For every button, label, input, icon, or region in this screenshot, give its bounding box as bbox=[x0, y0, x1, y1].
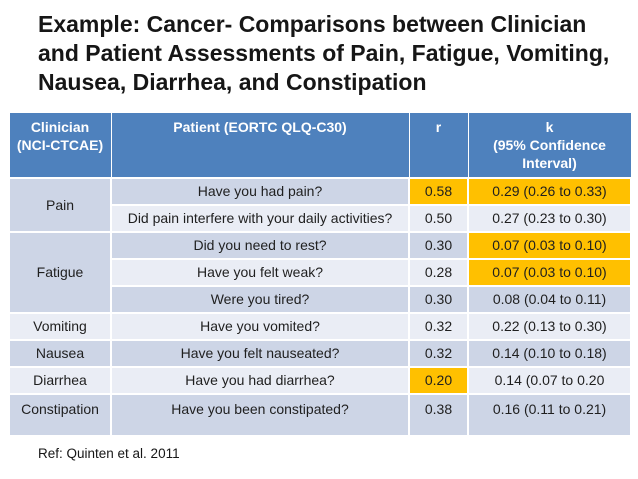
table-row: Have you felt weak? 0.28 0.07 (0.03 to 0.1… bbox=[9, 257, 632, 287]
question-cell: Have you felt nauseated? bbox=[110, 338, 410, 368]
question-cell: Have you been constipated? bbox=[110, 392, 410, 437]
r-value-cell: 0.32 bbox=[408, 311, 469, 341]
k-value-cell: 0.22 (0.13 to 0.30) bbox=[467, 311, 632, 341]
question-cell: Were you tired? bbox=[110, 284, 410, 314]
r-value-cell: 0.58 bbox=[408, 176, 469, 206]
table-row: Did pain interfere with your daily activ… bbox=[9, 203, 632, 233]
k-value-cell: 0.07 (0.03 to 0.10) bbox=[467, 230, 632, 260]
table-row: Nausea Have you felt nauseated? 0.32 0.14 (… bbox=[8, 338, 632, 368]
clinician-cell: Constipation bbox=[8, 392, 112, 437]
question-cell: Did you need to rest? bbox=[110, 230, 410, 260]
r-value-cell: 0.20 bbox=[408, 365, 469, 395]
reference-text: Ref: Quinten et al. 2011 bbox=[38, 446, 180, 461]
k-value-cell: 0.08 (0.04 to 0.11) bbox=[467, 284, 632, 314]
comparison-table: Clinician (NCI-CTCAE) Patient (EORTC QLQ… bbox=[8, 111, 632, 437]
header-clinician: Clinician (NCI-CTCAE) bbox=[8, 111, 112, 179]
k-value-cell: 0.27 (0.23 to 0.30) bbox=[467, 203, 632, 233]
table-row: Constipation Have you been constipated? 0.… bbox=[8, 392, 632, 437]
k-value-cell: 0.16 (0.11 to 0.21) bbox=[467, 392, 632, 437]
table-row: Vomiting Have you vomited? 0.32 0.22 (0.13 … bbox=[8, 311, 632, 341]
r-value-cell: 0.30 bbox=[408, 230, 469, 260]
header-k: k (95% Confidence Interval) bbox=[467, 111, 632, 179]
clinician-cell: Diarrhea bbox=[8, 365, 112, 395]
k-value-cell: 0.14 (0.07 to 0.20 bbox=[467, 365, 632, 395]
question-cell: Did pain interfere with your daily activ… bbox=[110, 203, 410, 233]
r-value-cell: 0.38 bbox=[408, 392, 469, 437]
clinician-cell: Fatigue bbox=[8, 230, 112, 314]
r-value-cell: 0.28 bbox=[408, 257, 469, 287]
k-value-cell: 0.29 (0.26 to 0.33) bbox=[467, 176, 632, 206]
k-value-cell: 0.14 (0.10 to 0.18) bbox=[467, 338, 632, 368]
header-r: r bbox=[408, 111, 469, 179]
table-row: Pain Have you had pain? 0.58 0.29 (0.26 to … bbox=[8, 176, 632, 233]
table-row: Were you tired? 0.30 0.08 (0.04 to 0.11) bbox=[9, 284, 632, 314]
header-patient: Patient (EORTC QLQ-C30) bbox=[110, 111, 410, 179]
clinician-cell: Nausea bbox=[8, 338, 112, 368]
header-row: Clinician (NCI-CTCAE) Patient (EORTC QLQ… bbox=[8, 111, 632, 179]
r-value-cell: 0.32 bbox=[408, 338, 469, 368]
slide-title: Example: Cancer- Comparisons between Cli… bbox=[38, 11, 610, 95]
question-cell: Have you felt weak? bbox=[110, 257, 410, 287]
k-value-cell: 0.07 (0.03 to 0.10) bbox=[467, 257, 632, 287]
r-value-cell: 0.50 bbox=[408, 203, 469, 233]
r-value-cell: 0.30 bbox=[408, 284, 469, 314]
table-row: Fatigue Did you need to rest? 0.30 0.07 (0.… bbox=[8, 230, 632, 314]
clinician-cell: Vomiting bbox=[8, 311, 112, 341]
clinician-cell: Pain bbox=[8, 176, 112, 233]
question-cell: Have you had diarrhea? bbox=[110, 365, 410, 395]
question-cell: Have you vomited? bbox=[110, 311, 410, 341]
question-cell: Have you had pain? bbox=[110, 176, 410, 206]
table-row: Diarrhea Have you had diarrhea? 0.20 0.14 (… bbox=[8, 365, 632, 395]
